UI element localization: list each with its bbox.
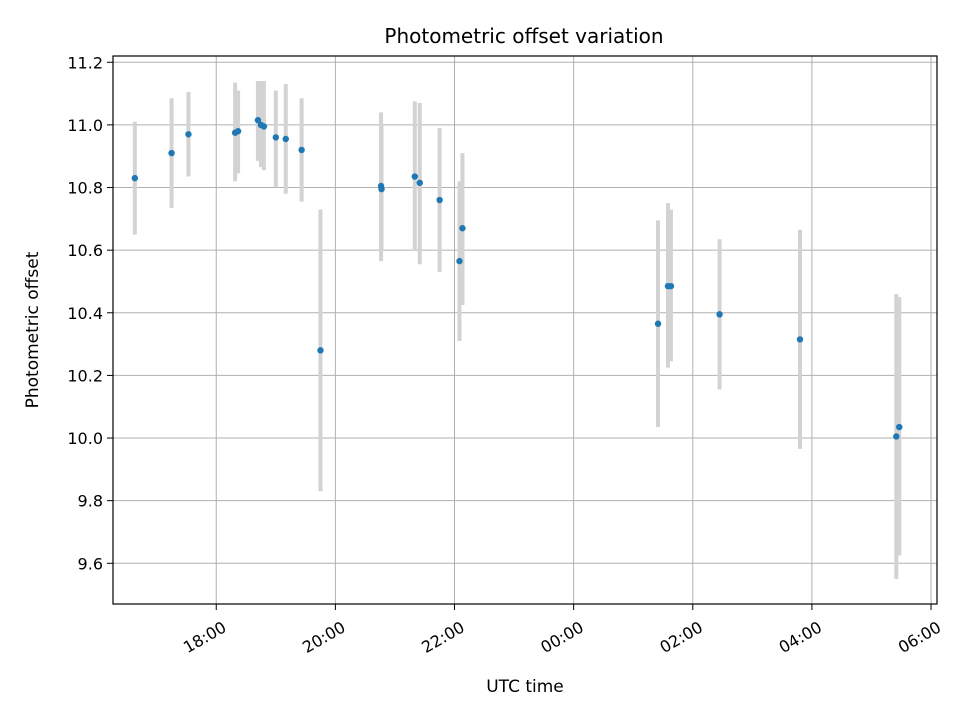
y-axis-ticks: 9.6 9.8 10.0 10.2 10.4 10.6 10.8 11.0 11.2 xyxy=(67,53,113,573)
data-point xyxy=(298,146,305,154)
y-axis-label: Photometric offset xyxy=(23,251,43,408)
y-tick-label: 10.4 xyxy=(67,304,103,323)
y-tick-label: 9.8 xyxy=(78,492,103,511)
data-point xyxy=(260,123,268,130)
y-tick-label: 10.2 xyxy=(67,366,103,385)
plot-frame xyxy=(112,55,938,605)
data-point xyxy=(716,311,723,318)
y-tick-label: 10.8 xyxy=(67,179,103,198)
data-point xyxy=(796,336,804,343)
data-point xyxy=(168,149,175,157)
y-tick-label: 9.6 xyxy=(78,554,103,573)
y-tick-label: 11.0 xyxy=(67,116,103,135)
data-point xyxy=(317,347,324,354)
data-point xyxy=(456,257,463,265)
data-point xyxy=(411,173,419,180)
data-point xyxy=(234,127,242,135)
y-tick-label: 10.0 xyxy=(67,429,103,448)
data-point xyxy=(667,282,675,290)
y-tick-label: 10.6 xyxy=(67,241,103,260)
data-point xyxy=(272,134,280,141)
data-point xyxy=(254,116,262,124)
data-points xyxy=(131,116,903,440)
data-point xyxy=(893,433,900,440)
data-point xyxy=(131,174,139,182)
data-point xyxy=(378,185,385,193)
y-tick-label: 11.2 xyxy=(67,53,103,72)
data-point xyxy=(654,320,662,327)
data-point xyxy=(282,135,289,143)
data-point xyxy=(416,179,423,187)
data-point xyxy=(459,225,466,232)
data-point xyxy=(185,131,192,138)
x-axis-label: UTC time xyxy=(486,677,564,697)
chart-title: Photometric offset variation xyxy=(384,24,663,48)
data-point xyxy=(896,423,903,431)
data-point xyxy=(436,196,443,204)
